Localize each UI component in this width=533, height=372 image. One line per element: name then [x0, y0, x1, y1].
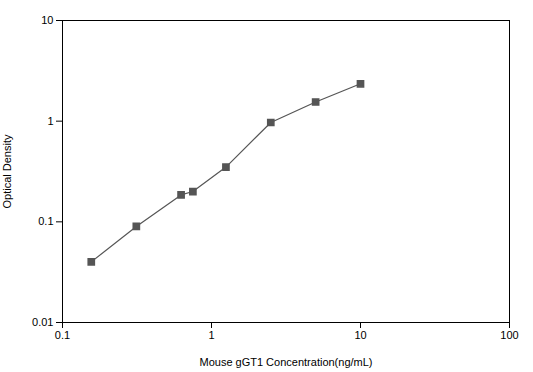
svg-text:Mouse gGT1 Concentration(ng/mL: Mouse gGT1 Concentration(ng/mL): [199, 356, 372, 368]
svg-text:1: 1: [47, 115, 53, 127]
svg-text:0.1: 0.1: [38, 215, 53, 227]
svg-text:0.01: 0.01: [32, 316, 53, 328]
svg-text:10: 10: [354, 329, 366, 341]
svg-text:10: 10: [41, 14, 53, 26]
svg-text:1: 1: [208, 329, 214, 341]
svg-text:Optical Density: Optical Density: [1, 134, 13, 208]
svg-text:0.1: 0.1: [55, 329, 70, 341]
svg-text:100: 100: [500, 329, 518, 341]
